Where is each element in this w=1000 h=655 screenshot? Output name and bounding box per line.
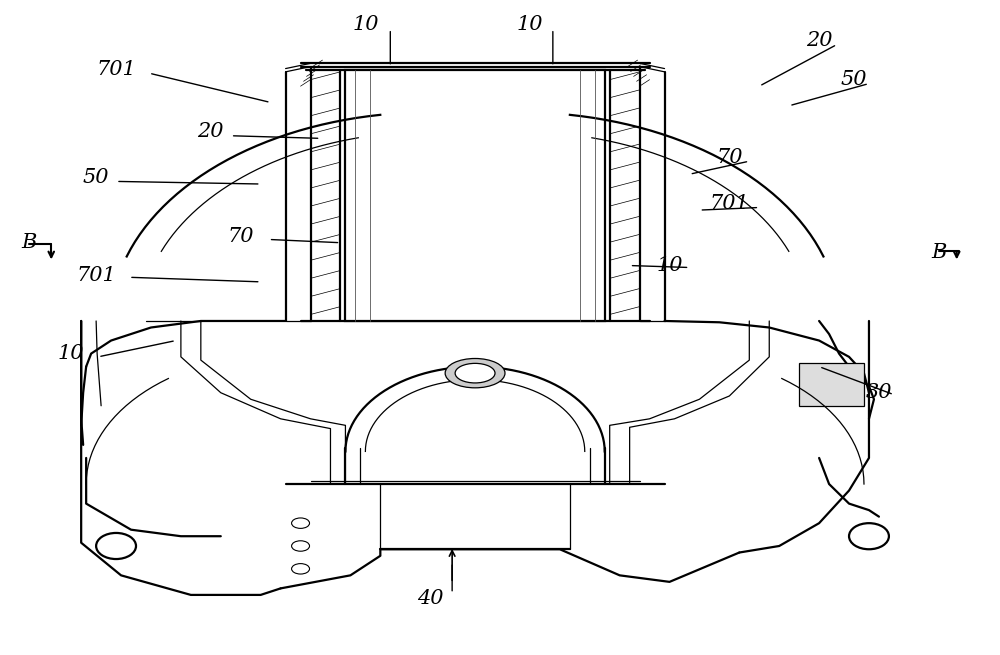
Text: 30: 30 [866,383,892,402]
Ellipse shape [455,364,495,383]
Ellipse shape [292,518,310,529]
Ellipse shape [292,541,310,552]
Text: 50: 50 [83,168,109,187]
Text: 20: 20 [198,122,224,141]
Text: 10: 10 [656,256,683,275]
Text: 701: 701 [96,60,136,79]
Ellipse shape [849,523,889,550]
Text: 10: 10 [517,14,543,33]
Ellipse shape [445,358,505,388]
Ellipse shape [292,563,310,574]
Text: B: B [22,233,37,252]
Text: 701: 701 [76,266,116,285]
Text: 10: 10 [58,344,84,363]
Text: 40: 40 [417,589,443,608]
Bar [799,364,864,405]
Ellipse shape [96,533,136,559]
Text: 10: 10 [352,14,379,33]
Bar [345,70,605,321]
Text: 70: 70 [227,227,254,246]
Text: 701: 701 [709,194,749,213]
Text: 20: 20 [806,31,832,50]
Text: 70: 70 [716,149,743,168]
Text: 50: 50 [841,70,867,89]
Text: B: B [931,243,946,262]
